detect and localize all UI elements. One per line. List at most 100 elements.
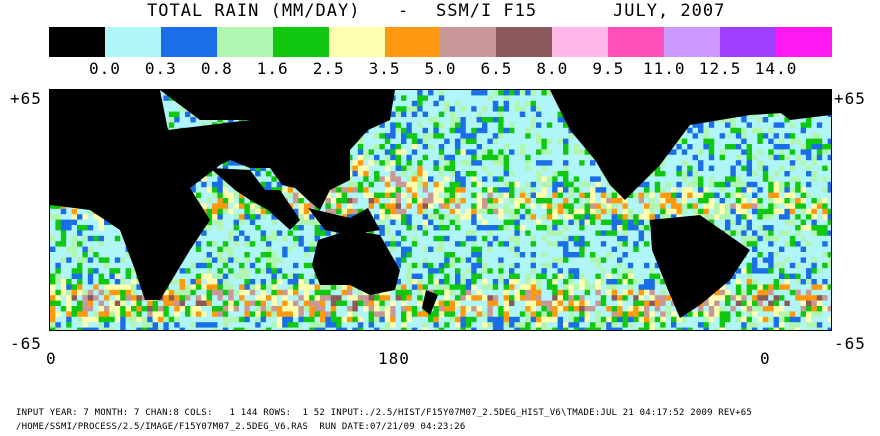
rain-cell: [482, 230, 488, 237]
rain-cell: [519, 100, 526, 107]
rain-cell: [627, 257, 634, 264]
rain-cell: [482, 127, 488, 134]
rain-cell: [714, 203, 720, 210]
rain-cell: [757, 203, 764, 210]
rain-cell: [773, 203, 780, 210]
rain-cell: [519, 214, 526, 220]
legend-tick-0: 0.0: [88, 59, 121, 78]
rain-cell: [563, 133, 569, 139]
rain-cell: [384, 122, 391, 129]
rain-cell: [557, 111, 564, 118]
rain-cell: [546, 144, 553, 150]
rain-cell: [784, 127, 791, 134]
rain-cell: [492, 100, 499, 107]
rain-cell: [822, 225, 828, 231]
rain-cell: [395, 133, 402, 139]
rain-cell: [206, 235, 213, 242]
rain-cell: [428, 149, 434, 156]
rain-cell: [401, 241, 407, 247]
rain-cell: [595, 165, 602, 172]
rain-cell: [573, 246, 580, 253]
rain-cell: [449, 122, 456, 129]
rain-cell: [557, 144, 564, 150]
rain-cell: [428, 208, 434, 215]
rain-cell: [530, 198, 537, 204]
rain-cell: [546, 246, 553, 253]
rain-cell: [617, 257, 623, 264]
rain-cell: [822, 257, 828, 264]
rain-cell: [239, 219, 245, 226]
rain-cell: [811, 252, 818, 258]
rain-cell: [104, 246, 110, 253]
rain-cell: [541, 268, 548, 274]
rain-cell: [395, 208, 402, 215]
rain-cell: [784, 235, 791, 242]
rain-cell: [222, 181, 229, 188]
rain-cell: [509, 214, 515, 220]
rain-cell: [417, 192, 423, 199]
rain-cell: [503, 133, 510, 139]
rain-cell: [746, 117, 753, 123]
rain-cell: [762, 117, 769, 123]
rain-cell: [433, 165, 440, 172]
rain-cell: [611, 214, 618, 220]
rain-cell: [104, 241, 110, 247]
rain-cell: [584, 246, 591, 253]
rain-cell: [428, 235, 434, 242]
rain-cell: [379, 176, 386, 183]
rain-cell: [525, 246, 531, 253]
rain-cell: [800, 154, 807, 161]
rain-cell: [433, 214, 440, 220]
rain-cell: [422, 160, 429, 166]
rain-cell: [492, 133, 499, 139]
rain-cell: [573, 187, 580, 193]
legend-swatch-7: [440, 27, 497, 57]
rain-cell: [746, 214, 753, 220]
rain-cell: [741, 203, 747, 210]
rain-cell: [514, 117, 521, 123]
rain-cell: [239, 192, 245, 199]
rain-cell: [438, 122, 445, 129]
rain-cell: [109, 262, 116, 269]
rain-cell: [276, 235, 283, 242]
rain-cell: [519, 171, 526, 177]
rain-cell: [546, 160, 553, 166]
rain-cell: [681, 149, 688, 156]
rain-cell: [487, 203, 494, 210]
rain-cell: [401, 198, 407, 204]
rain-cell: [795, 257, 801, 264]
rain-cell: [519, 176, 526, 183]
rain-cell: [282, 252, 288, 258]
rain-cell: [617, 214, 623, 220]
title-dash: -: [398, 1, 410, 21]
rain-cell: [752, 219, 758, 226]
rain-cell: [422, 165, 429, 172]
rain-cell: [600, 214, 607, 220]
rain-cell: [811, 203, 818, 210]
rain-cell: [525, 262, 531, 269]
rain-cell: [703, 138, 710, 145]
rain-cell: [455, 198, 461, 204]
rain-cell: [503, 219, 510, 226]
rain-cell: [654, 165, 661, 172]
rain-cell: [168, 106, 175, 112]
rain-cell: [476, 90, 483, 96]
rain-cell: [811, 241, 818, 247]
rain-cell: [789, 144, 796, 150]
rain-cell: [482, 262, 488, 269]
rain-cell: [98, 273, 105, 280]
rain-cell: [525, 117, 531, 123]
rain-cell: [438, 100, 445, 107]
rain-cell: [752, 235, 758, 242]
rain-cell: [703, 187, 710, 193]
rain-cell: [557, 122, 564, 129]
rain-cell: [384, 203, 391, 210]
rain-cell: [757, 262, 764, 269]
rain-cell: [633, 214, 639, 220]
rain-cell: [174, 117, 180, 123]
rain-cell: [741, 127, 747, 134]
rain-cell: [206, 225, 213, 231]
rain-cell: [768, 154, 774, 161]
rain-cell: [460, 252, 467, 258]
rain-cell: [811, 149, 818, 156]
